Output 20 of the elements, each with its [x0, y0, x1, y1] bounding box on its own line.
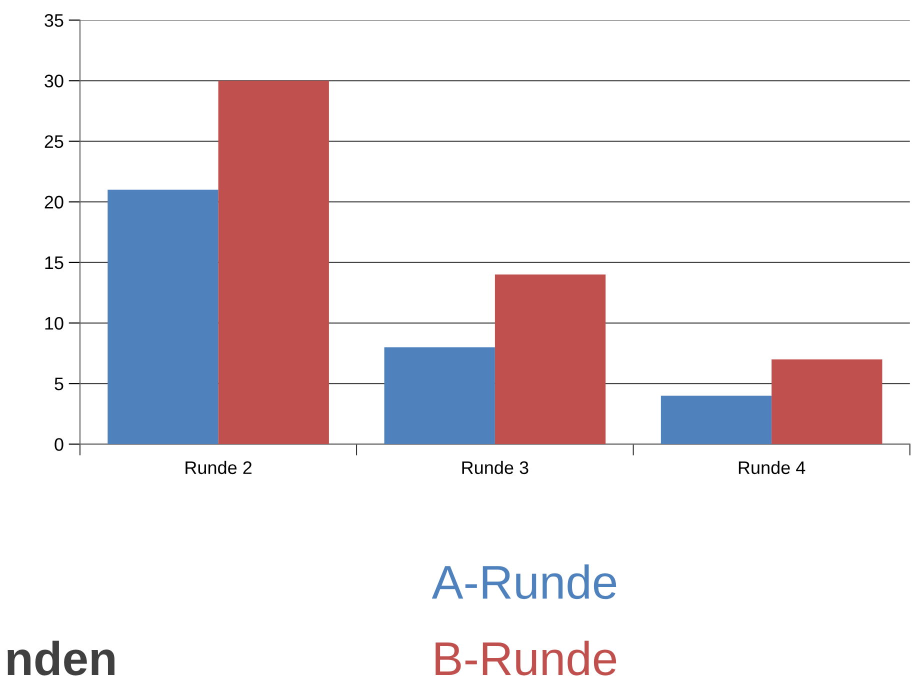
- bar: [494, 274, 606, 444]
- y-tick-label: 5: [54, 378, 64, 390]
- y-tick-label: 25: [44, 135, 64, 148]
- x-tick-label: Runde 3: [462, 460, 528, 474]
- text: A-Runde: [432, 564, 616, 600]
- y-tick-label: 30: [44, 74, 64, 88]
- text: B-Runde: [436, 640, 616, 676]
- bar: [384, 347, 495, 444]
- bar: [108, 190, 218, 444]
- y-tick-label: 10: [45, 316, 64, 330]
- y-tick-label: 35: [44, 14, 64, 27]
- text: nden: [8, 640, 114, 676]
- x-tick-label: Runde 2: [186, 460, 252, 474]
- x-tick-label: Runde 4: [738, 460, 806, 474]
- bar: [218, 80, 329, 444]
- bar: [660, 396, 772, 444]
- y-tick-label: 0: [54, 438, 64, 451]
- bar: [772, 359, 882, 444]
- y-tick-label: 15: [45, 256, 64, 270]
- y-tick-label: 20: [44, 196, 64, 209]
